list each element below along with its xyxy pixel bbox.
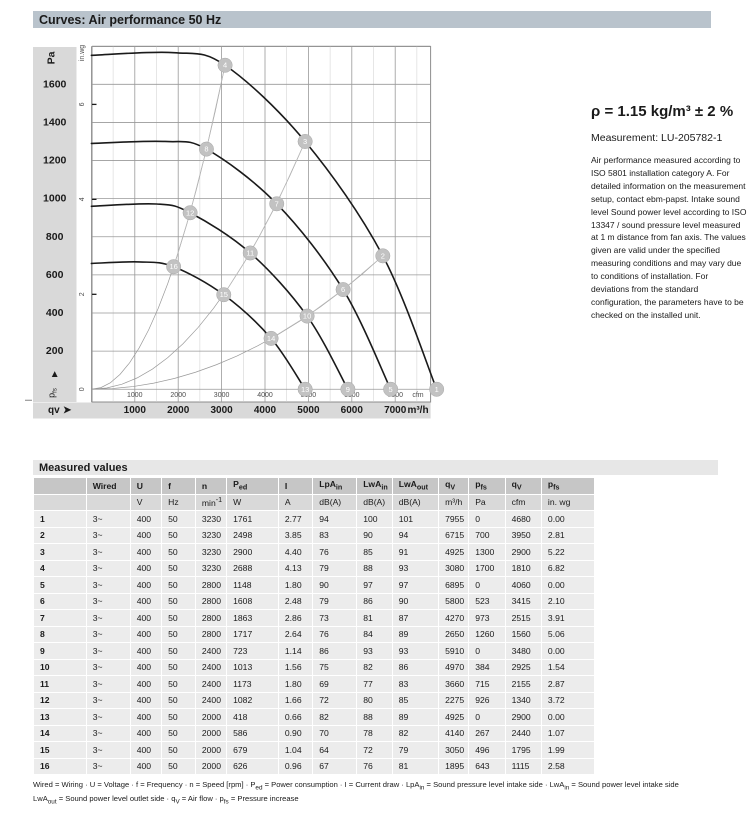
svg-text:16: 16	[169, 262, 177, 271]
svg-text:1400: 1400	[43, 116, 67, 128]
svg-text:1000: 1000	[43, 193, 67, 205]
svg-text:2: 2	[79, 292, 86, 296]
svg-text:1: 1	[435, 385, 439, 394]
svg-text:4: 4	[223, 61, 227, 70]
svg-text:7000: 7000	[384, 405, 407, 416]
svg-text:1200: 1200	[43, 155, 67, 167]
svg-text:6: 6	[341, 285, 345, 294]
svg-text:cfm: cfm	[412, 392, 423, 399]
svg-text:1600: 1600	[43, 78, 67, 90]
svg-text:13: 13	[301, 385, 309, 394]
svg-text:in.wg: in.wg	[79, 45, 86, 61]
svg-text:0: 0	[79, 387, 86, 391]
svg-text:6: 6	[79, 102, 86, 106]
svg-text:200: 200	[46, 345, 64, 357]
svg-text:6000: 6000	[341, 405, 364, 416]
svg-text:12: 12	[186, 208, 194, 217]
svg-text:▲: ▲	[50, 369, 60, 380]
svg-text:9: 9	[346, 385, 350, 394]
svg-text:10: 10	[303, 312, 311, 321]
svg-text:3000: 3000	[210, 405, 233, 416]
svg-text:4000: 4000	[254, 405, 277, 416]
svg-text:600: 600	[46, 269, 64, 281]
svg-text:15: 15	[220, 290, 228, 299]
svg-text:8: 8	[204, 145, 208, 154]
svg-text:➤: ➤	[63, 405, 72, 416]
svg-text:4000: 4000	[257, 392, 273, 399]
svg-text:1000: 1000	[124, 405, 147, 416]
svg-text:7: 7	[275, 199, 279, 208]
svg-text:800: 800	[46, 231, 64, 243]
svg-text:2: 2	[381, 251, 385, 260]
svg-text:3000: 3000	[214, 392, 230, 399]
svg-text:2000: 2000	[170, 392, 186, 399]
svg-text:5000: 5000	[297, 405, 320, 416]
svg-text:m³/h: m³/h	[407, 405, 428, 416]
svg-text:4: 4	[79, 197, 86, 201]
svg-text:2000: 2000	[167, 405, 190, 416]
svg-text:400: 400	[46, 307, 64, 319]
svg-text:1000: 1000	[127, 392, 143, 399]
svg-text:5: 5	[389, 385, 393, 394]
svg-text:3: 3	[303, 137, 307, 146]
svg-text:11: 11	[246, 248, 254, 257]
svg-text:14: 14	[267, 334, 275, 343]
svg-text:qv: qv	[48, 405, 60, 416]
svg-text:Pa: Pa	[46, 51, 58, 64]
